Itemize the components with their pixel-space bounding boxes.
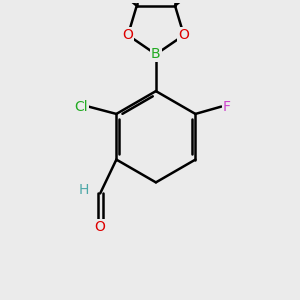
Text: O: O — [95, 220, 106, 234]
Text: H: H — [79, 184, 89, 197]
Text: B: B — [151, 47, 161, 61]
Text: O: O — [178, 28, 189, 42]
Text: Cl: Cl — [74, 100, 88, 114]
Text: F: F — [223, 100, 231, 114]
Text: O: O — [122, 28, 134, 42]
